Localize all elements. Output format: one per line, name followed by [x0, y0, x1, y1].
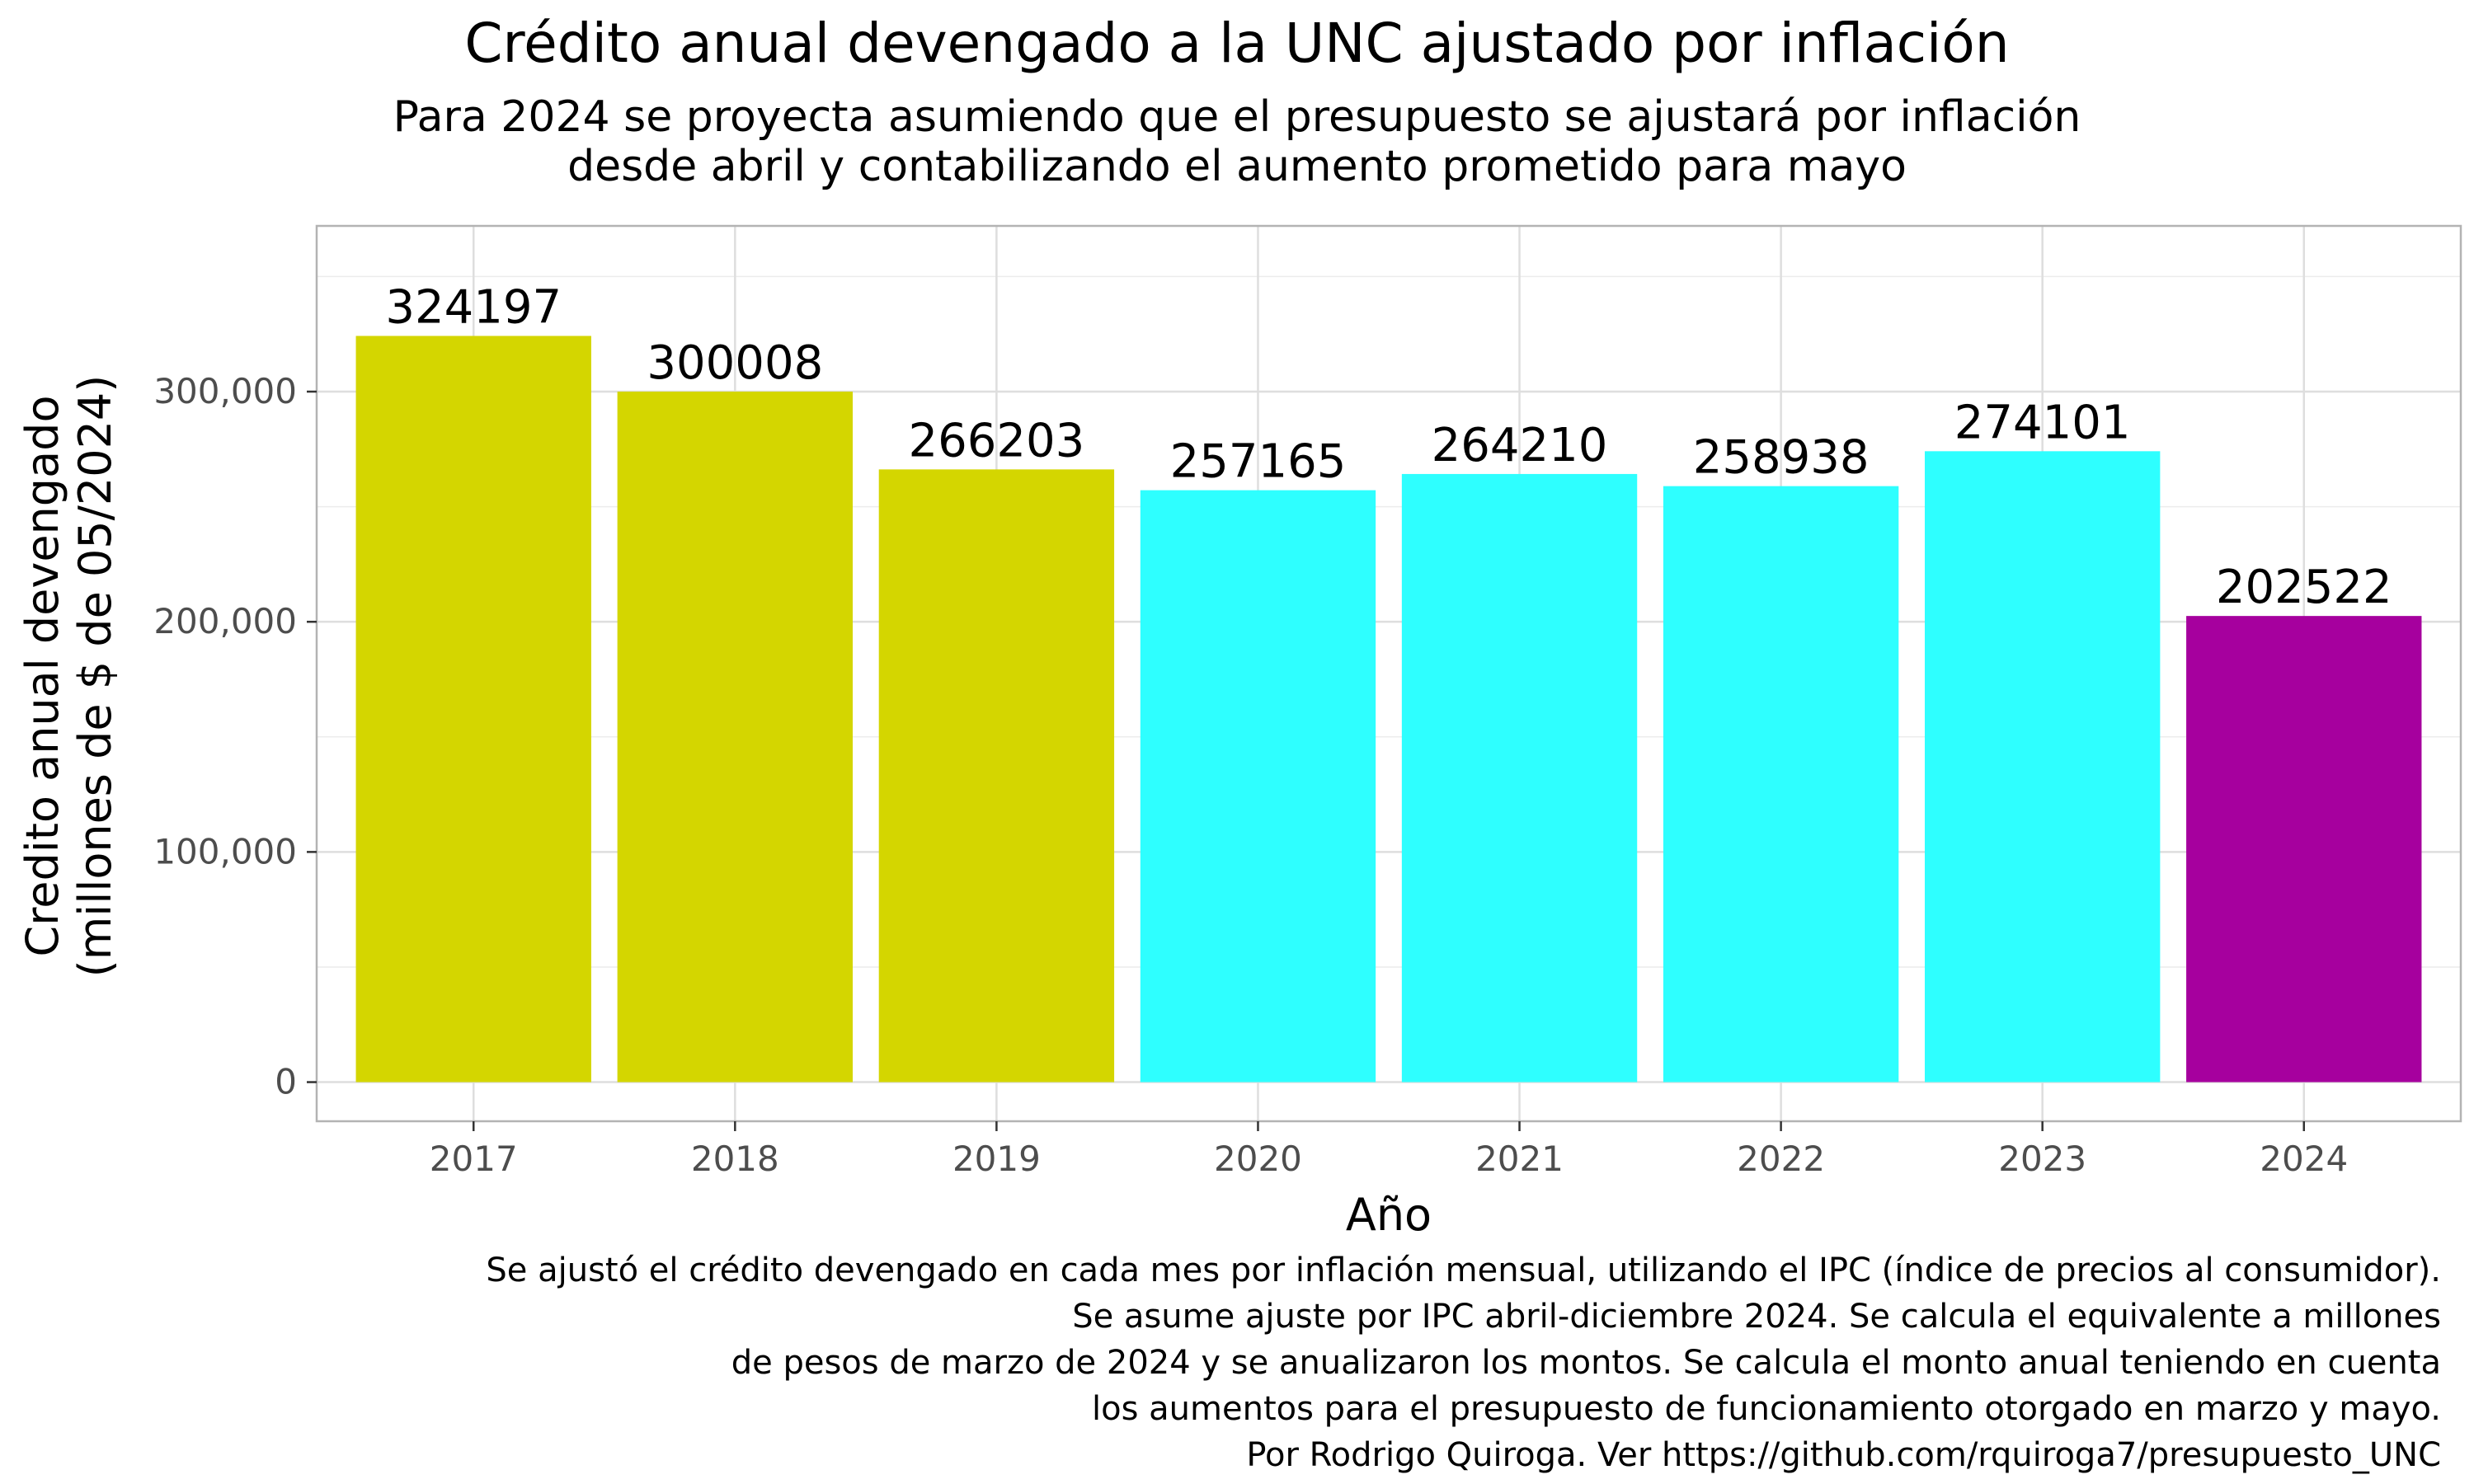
chart-title: Crédito anual devengado a la UNC ajustad…	[464, 12, 2010, 75]
chart-subtitle-line-2: desde abril y contabilizando el aumento …	[567, 142, 1907, 191]
x-tick-label: 2018	[691, 1139, 779, 1179]
y-tick-label: 100,000	[153, 831, 297, 871]
data-label-2024: 202522	[2216, 561, 2392, 614]
plot-panel-border	[315, 224, 2462, 1123]
caption-line-5: Por Rodrigo Quiroga. Ver https://github.…	[1246, 1436, 2441, 1474]
data-label-2023: 274101	[1954, 396, 2131, 449]
x-tick-label: 2020	[1214, 1139, 1302, 1179]
data-label-2017: 324197	[385, 280, 562, 334]
data-label-2018: 300008	[647, 336, 823, 390]
caption-line-1: Se ajustó el crédito devengado en cada m…	[486, 1252, 2441, 1289]
y-tick-label: 300,000	[153, 371, 297, 411]
x-tick-label: 2017	[430, 1139, 518, 1179]
bar-2021	[1401, 473, 1638, 1082]
chart-subtitle-line-1: Para 2024 se proyecta asumiendo que el p…	[393, 92, 2081, 142]
y-axis-label-line-1: Credito anual devengado	[16, 396, 68, 957]
bar-2024	[2186, 616, 2422, 1082]
data-label-2021: 264210	[1432, 419, 1608, 472]
bar-2019	[878, 469, 1115, 1082]
bar-2023	[1925, 451, 2161, 1082]
x-tick-label: 2024	[2260, 1139, 2348, 1179]
caption-line-3: de pesos de marzo de 2024 y se anualizar…	[731, 1344, 2441, 1382]
x-tick-label: 2022	[1737, 1139, 1825, 1179]
bar-2018	[617, 391, 853, 1082]
x-tick-label: 2019	[952, 1139, 1041, 1179]
caption-line-2: Se asume ajuste por IPC abril-diciembre …	[1072, 1298, 2441, 1336]
data-labels: 324197 300008 266203 257165 264210 258938 2741…	[385, 280, 2392, 614]
data-label-2022: 258938	[1693, 431, 1870, 485]
x-tick-label: 2021	[1475, 1139, 1564, 1179]
caption-line-4: los aumentos para el presupuesto de func…	[1092, 1390, 2441, 1428]
x-axis-label: Año	[1346, 1189, 1432, 1241]
bars	[355, 336, 2422, 1082]
data-label-2019: 266203	[908, 414, 1084, 467]
y-axis-label-line-2: (millones de $ de 05/2024)	[69, 375, 121, 978]
x-tick-label: 2023	[1998, 1139, 2086, 1179]
data-label-2020: 257165	[1170, 435, 1347, 489]
axis-ticks: 0 100,000 200,000 300,000 2017 2018 2019 2020 20…	[153, 371, 2348, 1179]
bar-2022	[1663, 486, 1899, 1082]
bar-2017	[355, 336, 591, 1082]
y-tick-label: 200,000	[153, 601, 297, 641]
y-tick-label: 0	[275, 1062, 297, 1102]
bar-2020	[1140, 490, 1376, 1082]
